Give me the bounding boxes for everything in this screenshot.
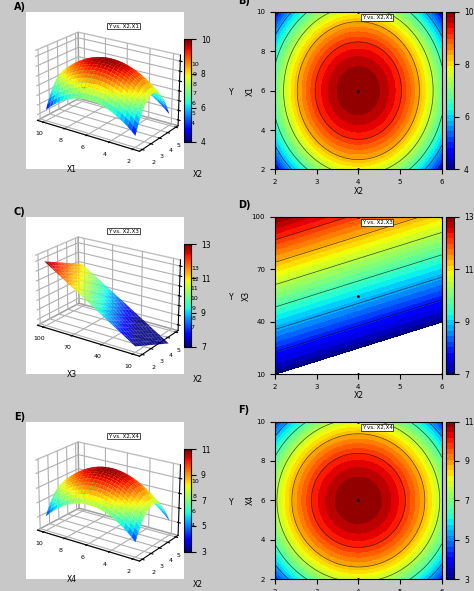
Y-axis label: X2: X2 (193, 170, 203, 179)
Point (438, 212, 446, 222)
Point (438, 574, 446, 584)
X-axis label: X2: X2 (353, 391, 364, 401)
Point (355, 86, 362, 95)
Point (438, 417, 446, 426)
Text: A): A) (14, 2, 26, 12)
Text: Y vs. X2,X4: Y vs. X2,X4 (108, 433, 139, 439)
Point (271, 165, 279, 174)
Y-axis label: X4: X4 (246, 495, 255, 505)
Y-axis label: X2: X2 (193, 580, 203, 589)
Point (355, 369, 362, 379)
Point (355, 574, 362, 584)
Point (438, 369, 446, 379)
Point (271, 212, 279, 222)
Point (438, 165, 446, 174)
Text: C): C) (14, 207, 26, 217)
Point (355, 417, 362, 426)
X-axis label: X2: X2 (353, 187, 364, 196)
Point (355, 7, 362, 17)
Text: B): B) (238, 0, 250, 5)
Point (355, 165, 362, 174)
Text: F): F) (238, 405, 249, 415)
Point (271, 417, 279, 426)
Text: Y vs. X2,X1: Y vs. X2,X1 (108, 24, 139, 28)
Text: Y vs. X2,X3: Y vs. X2,X3 (362, 220, 392, 225)
Y-axis label: X3: X3 (241, 290, 250, 301)
Point (355, 496, 362, 505)
Text: E): E) (14, 411, 25, 421)
Point (355, 212, 362, 222)
Text: Y vs. X2,X4: Y vs. X2,X4 (362, 425, 392, 430)
Y-axis label: X2: X2 (193, 375, 203, 384)
Point (271, 7, 279, 17)
Text: Y vs. X2,X1: Y vs. X2,X1 (362, 15, 392, 20)
Text: D): D) (238, 200, 251, 210)
X-axis label: X1: X1 (66, 165, 76, 174)
Point (355, 291, 362, 300)
Point (271, 574, 279, 584)
X-axis label: X4: X4 (66, 574, 76, 583)
Text: Y vs. X2,X3: Y vs. X2,X3 (108, 229, 139, 233)
Y-axis label: X1: X1 (246, 86, 255, 96)
Point (438, 7, 446, 17)
Point (271, 369, 279, 379)
X-axis label: X3: X3 (66, 370, 76, 379)
